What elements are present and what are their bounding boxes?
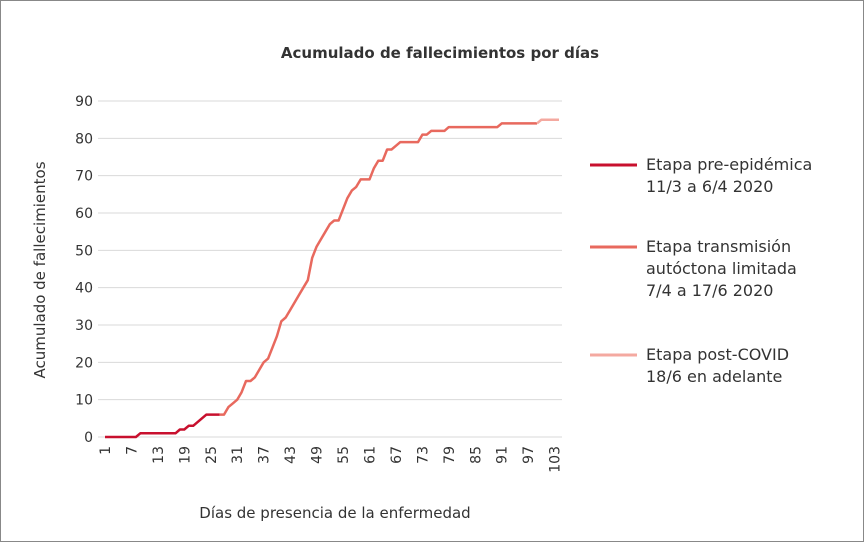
x-tick-label: 49 [310, 446, 326, 464]
y-tick-label: 20 [75, 355, 93, 371]
x-tick-label: 43 [283, 446, 299, 464]
x-tick-label: 7 [124, 446, 140, 455]
x-tick-label: 31 [230, 446, 246, 464]
legend-label: Etapa transmisión autóctona limitada 7/4 a… [646, 237, 797, 300]
x-tick-label: 79 [442, 446, 458, 464]
x-tick-label: 73 [415, 446, 431, 464]
data-line [536, 118, 559, 125]
x-axis-label: Días de presencia de la enfermedad [199, 504, 470, 522]
legend-label: Etapa pre-epidémica 11/3 a 6/4 2020 [646, 155, 812, 196]
x-tick-label: 103 [548, 446, 564, 473]
y-tick-label: 80 [75, 131, 93, 147]
x-tick-label: 97 [521, 446, 537, 464]
x-tick-label: 85 [468, 446, 484, 464]
x-tick-label: 67 [389, 446, 405, 464]
y-tick-label: 10 [75, 393, 93, 409]
y-tick-label: 50 [75, 243, 93, 259]
y-tick-label: 70 [75, 169, 93, 185]
y-axis-label: Acumulado de fallecimientos [31, 161, 49, 378]
y-tick-label: 60 [75, 206, 93, 222]
data-line [105, 413, 220, 439]
data-line [219, 122, 537, 416]
y-tick-label: 30 [75, 318, 93, 334]
x-tick-label: 25 [204, 446, 220, 464]
y-tick-label: 0 [84, 430, 93, 446]
y-tick-label: 40 [75, 281, 93, 297]
x-tick-label: 55 [336, 446, 352, 464]
x-tick-label: 1 [98, 446, 114, 455]
x-tick-label: 91 [495, 446, 511, 464]
x-tick-label: 19 [177, 446, 193, 464]
x-tick-label: 61 [362, 446, 378, 464]
chart-title: Acumulado de fallecimientos por días [281, 44, 599, 62]
y-tick-label: 90 [75, 94, 93, 110]
legend-label: Etapa post-COVID 18/6 en adelante [646, 345, 789, 386]
x-tick-label: 37 [257, 446, 273, 464]
x-tick-label: 13 [151, 446, 167, 464]
